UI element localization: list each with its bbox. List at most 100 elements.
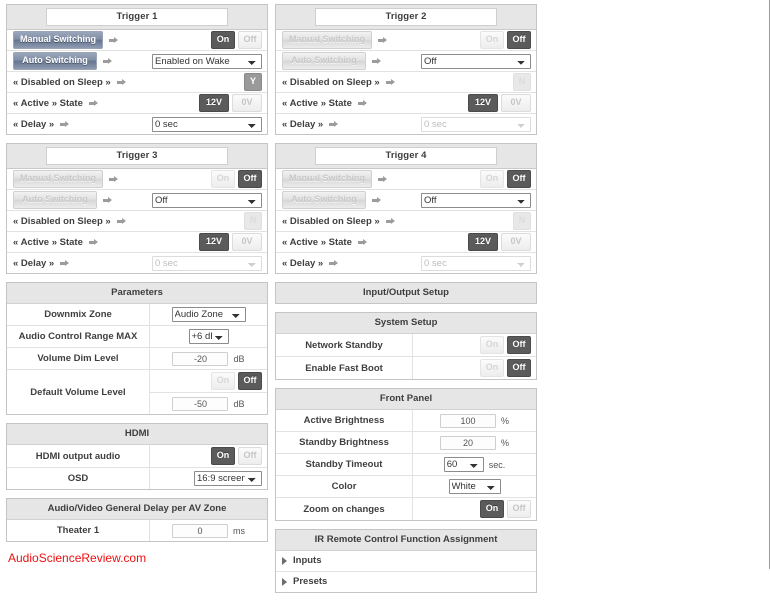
trigger-2-disabled-on-sleep-row: « Disabled on Sleep » N bbox=[276, 72, 536, 93]
arrow-marker-icon bbox=[109, 175, 119, 183]
trigger-4-title[interactable]: Trigger 4 bbox=[315, 147, 497, 165]
trigger-2-auto-switching-button[interactable]: Auto Switching bbox=[282, 52, 366, 70]
trigger-1-manual-switching-button[interactable]: Manual Switching bbox=[13, 31, 104, 49]
arrow-marker-icon bbox=[385, 78, 395, 86]
trigger-4-manual-on-button[interactable]: On bbox=[480, 170, 504, 188]
trigger-1-auto-switching-select[interactable]: Enabled on Wake bbox=[152, 53, 262, 69]
audio-control-range-max-select[interactable]: +6 dB bbox=[188, 329, 229, 344]
trigger-3-panel: Trigger 3 Manual Switching On Off Auto S… bbox=[6, 143, 268, 274]
trigger-3-disabled-on-sleep-label: « Disabled on Sleep » bbox=[13, 215, 111, 227]
av-delay-unit: ms bbox=[233, 525, 245, 536]
trigger-3-auto-switching-select[interactable]: Off bbox=[152, 192, 262, 208]
trigger-2-active-0v-button[interactable]: 0V bbox=[501, 94, 531, 112]
trigger-4-auto-switching-button[interactable]: Auto Switching bbox=[282, 191, 366, 209]
trigger-2-delay-label: « Delay » bbox=[282, 118, 324, 130]
ir-remote-presets-expander[interactable]: Presets bbox=[276, 572, 536, 592]
active-brightness-row: Active Brightness % bbox=[276, 410, 536, 432]
enable-fast-boot-off-button[interactable]: Off bbox=[507, 359, 531, 377]
default-volume-level-on-button[interactable]: On bbox=[211, 372, 235, 390]
hdmi-output-audio-off-button[interactable]: Off bbox=[238, 447, 262, 465]
hdmi-output-audio-row: HDMI output audio On Off bbox=[7, 445, 267, 468]
active-brightness-label: Active Brightness bbox=[276, 410, 413, 431]
default-volume-level-label: Default Volume Level bbox=[7, 370, 150, 414]
default-volume-level-row: Default Volume Level On Off dB bbox=[7, 370, 267, 414]
trigger-1-manual-off-button[interactable]: Off bbox=[238, 31, 262, 49]
trigger-3-active-12v-button[interactable]: 12V bbox=[199, 233, 229, 251]
active-brightness-input[interactable] bbox=[439, 413, 496, 428]
volume-dim-level-row: Volume Dim Level dB bbox=[7, 348, 267, 370]
hdmi-output-audio-label: HDMI output audio bbox=[7, 445, 150, 467]
trigger-1-disabled-on-sleep-toggle[interactable]: Y bbox=[244, 73, 262, 91]
arrow-marker-icon bbox=[103, 57, 112, 65]
trigger-3-auto-switching-button[interactable]: Auto Switching bbox=[13, 191, 97, 209]
chevron-right-icon bbox=[282, 577, 287, 586]
trigger-1-delay-select[interactable]: 0 sec bbox=[152, 116, 262, 132]
color-select[interactable]: White bbox=[448, 479, 501, 494]
trigger-1-active-0v-button[interactable]: 0V bbox=[232, 94, 262, 112]
trigger-3-title[interactable]: Trigger 3 bbox=[46, 147, 228, 165]
arrow-marker-icon bbox=[88, 238, 98, 246]
trigger-4-active-12v-button[interactable]: 12V bbox=[468, 233, 498, 251]
default-volume-level-off-button[interactable]: Off bbox=[238, 372, 262, 390]
input-output-setup-header: Input/Output Setup bbox=[276, 283, 536, 303]
trigger-2-manual-switching-button[interactable]: Manual Switching bbox=[282, 31, 373, 49]
input-output-setup-panel[interactable]: Input/Output Setup bbox=[275, 282, 537, 304]
trigger-2-title[interactable]: Trigger 2 bbox=[315, 8, 497, 26]
watermark: AudioScienceReview.com bbox=[8, 551, 147, 565]
trigger-4-active-0v-button[interactable]: 0V bbox=[501, 233, 531, 251]
trigger-1-active-12v-button[interactable]: 12V bbox=[199, 94, 229, 112]
trigger-3-delay-select[interactable]: 0 sec bbox=[152, 255, 262, 271]
default-volume-level-input[interactable] bbox=[172, 396, 229, 411]
zoom-on-changes-off-button[interactable]: Off bbox=[507, 500, 531, 518]
trigger-1-auto-switching-button[interactable]: Auto Switching bbox=[13, 52, 97, 70]
trigger-1-disabled-on-sleep-label: « Disabled on Sleep » bbox=[13, 76, 111, 88]
trigger-3-header: Trigger 3 bbox=[7, 144, 267, 169]
default-volume-level-unit: dB bbox=[233, 398, 245, 409]
trigger-2-active-state-row: « Active » State 12V 0V bbox=[276, 93, 536, 114]
trigger-2-active-12v-button[interactable]: 12V bbox=[468, 94, 498, 112]
volume-dim-level-input[interactable] bbox=[172, 351, 229, 366]
trigger-1-title[interactable]: Trigger 1 bbox=[46, 8, 228, 26]
trigger-2-manual-off-button[interactable]: Off bbox=[507, 31, 531, 49]
network-standby-on-button[interactable]: On bbox=[480, 336, 504, 354]
trigger-4-auto-switching-select[interactable]: Off bbox=[421, 192, 531, 208]
trigger-3-disabled-on-sleep-toggle[interactable]: N bbox=[244, 212, 262, 230]
enable-fast-boot-on-button[interactable]: On bbox=[480, 359, 504, 377]
trigger-1-manual-on-button[interactable]: On bbox=[211, 31, 235, 49]
trigger-4-delay-row: « Delay » 0 sec bbox=[276, 253, 536, 273]
standby-timeout-select[interactable]: 60 bbox=[443, 457, 484, 472]
network-standby-off-button[interactable]: Off bbox=[507, 336, 531, 354]
active-brightness-unit: % bbox=[500, 415, 509, 426]
audio-control-range-max-label: Audio Control Range MAX bbox=[7, 326, 150, 347]
hdmi-header: HDMI bbox=[7, 424, 267, 445]
trigger-2-auto-switching-select[interactable]: Off bbox=[421, 53, 531, 69]
standby-brightness-row: Standby Brightness % bbox=[276, 432, 536, 454]
trigger-3-active-state-label: « Active » State bbox=[13, 236, 83, 248]
trigger-2-disabled-on-sleep-toggle[interactable]: N bbox=[513, 73, 531, 91]
zoom-on-changes-on-button[interactable]: On bbox=[480, 500, 504, 518]
arrow-marker-icon bbox=[357, 238, 367, 246]
trigger-3-manual-switching-button[interactable]: Manual Switching bbox=[13, 170, 104, 188]
trigger-3-disabled-on-sleep-row: « Disabled on Sleep » N bbox=[7, 211, 267, 232]
ir-remote-header: IR Remote Control Function Assignment bbox=[276, 530, 536, 551]
av-delay-input[interactable] bbox=[172, 523, 228, 538]
arrow-marker-icon bbox=[116, 78, 126, 86]
downmix-zone-select[interactable]: Audio Zone bbox=[171, 307, 246, 322]
arrow-marker-icon bbox=[372, 57, 381, 65]
standby-brightness-input[interactable] bbox=[439, 435, 496, 450]
arrow-marker-icon bbox=[372, 196, 381, 204]
trigger-3-manual-off-button[interactable]: Off bbox=[238, 170, 262, 188]
trigger-3-manual-on-button[interactable]: On bbox=[211, 170, 235, 188]
trigger-4-disabled-on-sleep-toggle[interactable]: N bbox=[513, 212, 531, 230]
arrow-marker-icon bbox=[116, 217, 126, 225]
trigger-4-manual-off-button[interactable]: Off bbox=[507, 170, 531, 188]
trigger-4-delay-select[interactable]: 0 sec bbox=[421, 255, 531, 271]
trigger-2-manual-on-button[interactable]: On bbox=[480, 31, 504, 49]
trigger-3-active-0v-button[interactable]: 0V bbox=[232, 233, 262, 251]
trigger-2-delay-select[interactable]: 0 sec bbox=[421, 116, 531, 132]
osd-select[interactable]: 16:9 screen bbox=[194, 471, 262, 486]
hdmi-output-audio-on-button[interactable]: On bbox=[211, 447, 235, 465]
arrow-marker-icon bbox=[329, 120, 339, 128]
trigger-4-manual-switching-button[interactable]: Manual Switching bbox=[282, 170, 373, 188]
trigger-4-delay-label: « Delay » bbox=[282, 257, 324, 269]
